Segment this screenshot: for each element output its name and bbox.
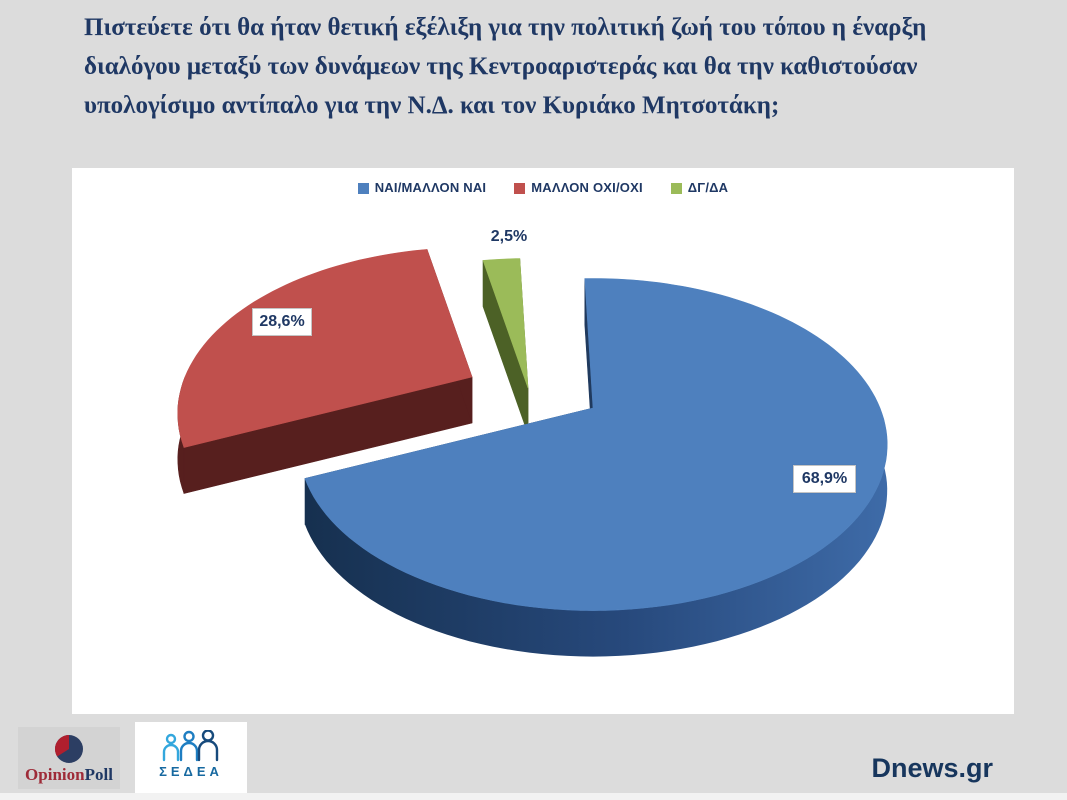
legend-label-no: ΜΑΛΛΟΝ ΟΧΙ/ΟΧΙ <box>531 180 643 195</box>
slice-no-top-face <box>177 249 473 448</box>
opinionpoll-word-poll: Poll <box>84 765 113 784</box>
sedea-logo: ΣΕΔΕΑ <box>135 722 247 793</box>
chart-legend: ΝΑΙ/ΜΑΛΛΟΝ ΝΑΙ ΜΑΛΛΟΝ ΟΧΙ/ΟΧΙ ΔΓ/ΔΑ <box>72 180 1014 195</box>
pie-chart-3d <box>177 249 888 657</box>
question-title-line-1: Πιστεύετε ότι θα ήταν θετική εξέλιξη για… <box>84 14 927 41</box>
slice-yes-top-face <box>304 278 888 611</box>
legend-item-dk: ΔΓ/ΔΑ <box>670 180 729 195</box>
legend-label-dk: ΔΓ/ΔΑ <box>687 180 729 195</box>
legend-swatch-dk-icon <box>670 182 682 194</box>
legend-swatch-yes-icon <box>357 182 369 194</box>
value-label-dk: 2,5% <box>490 228 528 245</box>
legend-label-yes: ΝΑΙ/ΜΑΛΛΟΝ ΝΑΙ <box>374 180 487 195</box>
question-title-line-2: διαλόγου μεταξύ των δυνάμεων της Κεντροα… <box>84 53 918 80</box>
source-site: Dnews.gr <box>871 753 993 783</box>
slice-yes-rim-wall <box>305 408 888 657</box>
legend-item-no: ΜΑΛΛΟΝ ΟΧΙ/ΟΧΙ <box>514 180 643 195</box>
value-label-yes: 68,9% <box>793 465 856 493</box>
chart-panel: ΝΑΙ/ΜΑΛΛΟΝ ΝΑΙ ΜΑΛΛΟΝ ΟΧΙ/ΟΧΙ ΔΓ/ΔΑ 68,9… <box>72 168 1014 714</box>
opinionpoll-pie-icon <box>55 735 83 763</box>
opinionpoll-word-opinion: Opinion <box>25 765 85 784</box>
question-title: Πιστεύετε ότι θα ήταν θετική εξέλιξη για… <box>84 8 1024 125</box>
opinionpoll-logo: OpinionPoll <box>18 727 120 789</box>
bottom-strip <box>0 793 1067 800</box>
sedea-people-icon <box>162 730 219 762</box>
slice-dk-top-face <box>482 258 529 389</box>
sedea-label: ΣΕΔΕΑ <box>159 764 223 779</box>
value-label-no: 28,6% <box>252 308 312 336</box>
legend-swatch-no-icon <box>514 182 526 194</box>
question-title-line-3: υπολογίσιμο αντίπαλο για την Ν.Δ. και το… <box>84 92 780 119</box>
legend-item-yes: ΝΑΙ/ΜΑΛΛΟΝ ΝΑΙ <box>357 180 487 195</box>
opinionpoll-wordmark: OpinionPoll <box>18 765 120 785</box>
